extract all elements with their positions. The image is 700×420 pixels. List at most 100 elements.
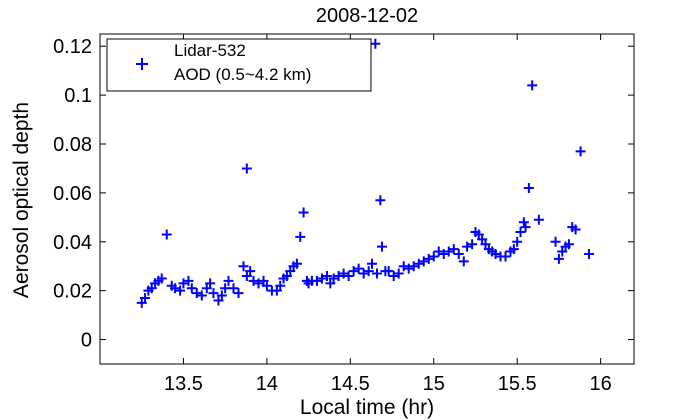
y-tick-label: 0.06	[53, 183, 92, 205]
y-tick-label: 0.12	[53, 36, 92, 58]
data-point	[550, 236, 561, 247]
data-point	[383, 266, 394, 277]
data-point	[377, 241, 388, 252]
data-point	[428, 251, 439, 262]
data-point	[156, 273, 167, 284]
data-point	[321, 271, 332, 281]
data-point	[448, 244, 459, 255]
legend-entry-label: Lidar-532	[174, 41, 246, 60]
y-axis: 0 0.02 0.04 0.06 0.08 0.1 0.12	[53, 36, 634, 352]
data-point	[161, 229, 172, 240]
data-markers	[136, 38, 594, 308]
data-point	[170, 283, 181, 294]
x-axis: 13.5 14 14.5 15 15.5 16	[164, 34, 612, 395]
legend-marker-icon	[136, 58, 148, 70]
data-point	[291, 258, 302, 269]
data-point	[298, 207, 309, 218]
data-point	[443, 246, 454, 257]
y-tick-label: 0.02	[53, 281, 92, 303]
data-point	[343, 271, 354, 281]
data-point	[553, 253, 564, 264]
data-point	[523, 183, 534, 193]
data-point	[223, 275, 234, 286]
x-axis-label: Local time (hr)	[300, 396, 434, 419]
data-point	[316, 273, 327, 284]
data-point	[583, 249, 594, 259]
data-point	[508, 244, 519, 255]
data-point	[388, 271, 399, 281]
data-point	[178, 278, 189, 289]
data-point	[295, 231, 306, 242]
data-point	[338, 268, 349, 279]
data-point	[205, 278, 216, 289]
x-tick-label: 16	[590, 373, 612, 395]
x-tick-label: 14	[256, 373, 278, 395]
data-point	[208, 288, 219, 299]
data-point	[311, 275, 322, 286]
data-point	[358, 268, 369, 279]
data-point	[245, 266, 256, 277]
data-point	[353, 263, 364, 274]
x-tick-label: 15	[423, 373, 445, 395]
data-point	[453, 249, 464, 259]
y-tick-label: 0.08	[53, 134, 92, 156]
data-point	[575, 146, 586, 157]
data-point	[413, 258, 424, 269]
data-point	[348, 266, 359, 277]
data-point	[467, 239, 478, 250]
data-point	[261, 280, 272, 291]
data-point	[527, 80, 538, 91]
data-point	[191, 288, 202, 299]
x-tick-label: 13.5	[164, 373, 203, 395]
data-point	[241, 163, 252, 174]
data-point	[408, 261, 419, 272]
data-point	[533, 214, 544, 225]
data-point	[175, 285, 186, 296]
data-point	[248, 275, 259, 286]
data-point	[462, 241, 473, 252]
data-point	[370, 38, 381, 49]
data-point	[253, 278, 264, 289]
data-point	[570, 224, 581, 235]
data-point	[433, 246, 444, 257]
data-point	[275, 280, 286, 291]
data-point	[140, 293, 151, 303]
y-tick-label: 0	[81, 330, 92, 352]
data-point	[563, 239, 574, 250]
data-point	[372, 268, 383, 279]
chart-title: 2008-12-02	[316, 5, 418, 27]
data-point	[220, 283, 231, 294]
data-point	[375, 195, 386, 206]
data-point	[216, 290, 227, 301]
legend-box	[106, 38, 372, 92]
y-axis-label: Aerosol optical depth	[10, 102, 33, 298]
legend-entry-sublabel: AOD (0.5~4.2 km)	[174, 65, 311, 84]
data-point	[518, 217, 529, 228]
y-tick-label: 0.1	[64, 85, 92, 107]
data-point	[367, 258, 378, 269]
data-point	[515, 227, 526, 237]
data-point	[520, 222, 531, 233]
data-point	[363, 266, 374, 277]
data-point	[196, 290, 207, 301]
data-point	[328, 273, 339, 284]
data-point	[490, 249, 501, 259]
data-point	[398, 261, 409, 272]
data-point	[418, 256, 429, 267]
data-point	[228, 283, 239, 294]
data-point	[183, 275, 194, 286]
data-point	[438, 249, 449, 259]
data-point	[458, 256, 469, 267]
data-point	[423, 253, 434, 264]
data-point	[403, 263, 414, 274]
data-point	[500, 251, 511, 262]
data-point	[238, 261, 249, 272]
x-tick-label: 14.5	[331, 373, 370, 395]
legend: Lidar-532 AOD (0.5~4.2 km)	[106, 38, 372, 92]
data-point	[393, 268, 404, 279]
data-point	[333, 271, 344, 281]
data-point	[233, 288, 244, 299]
x-tick-label: 15.5	[498, 373, 537, 395]
data-point	[512, 236, 523, 247]
